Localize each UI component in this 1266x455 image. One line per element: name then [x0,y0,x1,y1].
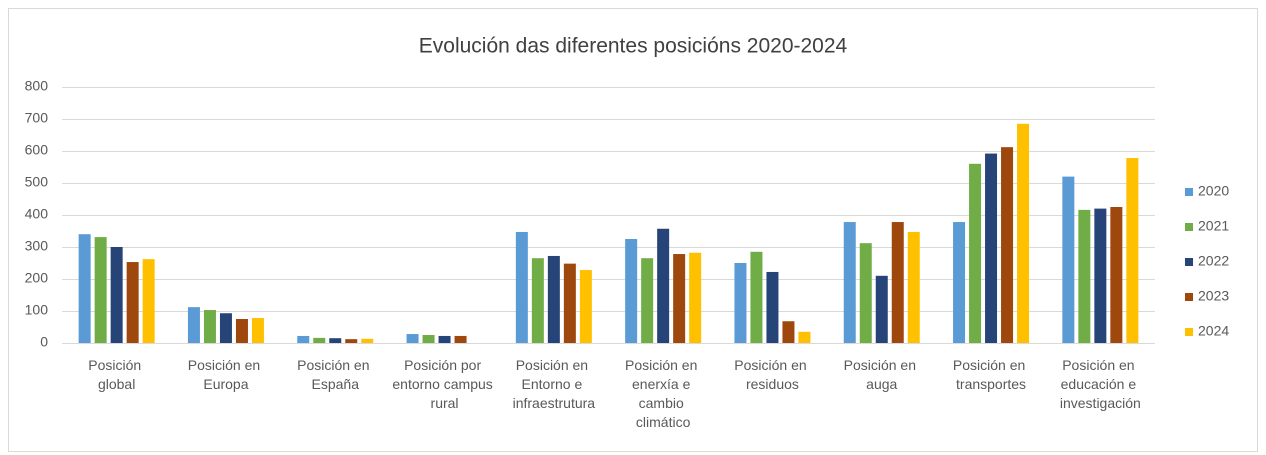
bar [438,335,451,343]
legend-swatch [1185,188,1193,196]
legend-label: 2021 [1198,218,1229,234]
bar [657,228,670,343]
chart-title: Evolución das diferentes posicións 2020-… [419,35,848,58]
legend-swatch [1185,223,1193,231]
x-tick-label: Posición en Europa [188,357,264,392]
bar [734,263,747,343]
bar [891,222,904,343]
bar [531,258,544,343]
bar [689,252,702,343]
y-tick-label: 100 [25,302,49,318]
legend-label: 2023 [1198,288,1229,304]
bar [875,275,888,343]
bar [798,331,811,343]
bar [907,231,920,343]
bar [422,335,435,343]
bar [563,263,576,343]
bar [406,334,419,343]
x-tick-label: Posición en auga [844,357,920,392]
bar [454,335,467,343]
y-tick-label: 0 [40,334,48,350]
x-tick-label: Posición por entorno campus rural [392,357,496,411]
x-tick-label: Posición en Entorno e infraestrutura [513,357,596,411]
legend-swatch [1185,328,1193,336]
x-tick-label: Posición global [88,357,145,392]
legend-label: 2020 [1198,183,1229,199]
x-tick-label: Posición en transportes [953,357,1029,392]
bar [515,231,528,343]
bar [329,338,342,343]
bar [1126,158,1139,343]
bar [641,258,654,343]
legend-label: 2022 [1198,253,1229,269]
bar [1062,176,1075,343]
bar [361,338,374,343]
bar [625,239,638,343]
bar [1001,147,1014,343]
bar [187,307,200,343]
x-tick-label: Posición en enerxía e cambio climático [625,357,701,430]
bar [142,259,155,343]
bar [78,234,91,343]
bar [969,163,982,343]
bar [953,222,966,343]
chart-frame [8,8,1258,452]
x-tick-label: Posición en España [297,357,373,392]
bar [1110,207,1123,343]
bar [110,247,123,343]
bar [547,255,560,343]
bar [673,254,686,343]
bar [1094,208,1107,343]
bar [126,262,139,343]
bar [1017,123,1030,343]
bar [766,271,779,343]
y-tick-label: 800 [25,78,49,94]
y-tick-label: 400 [25,206,49,222]
bar [579,270,592,343]
bar [750,251,763,343]
bar [203,310,216,343]
legend-label: 2024 [1198,323,1229,339]
y-tick-label: 200 [25,270,49,286]
bar [219,313,232,343]
x-tick-label: Posición en residuos [734,357,810,392]
y-tick-label: 700 [25,110,49,126]
legend-swatch [1185,258,1193,266]
y-tick-label: 300 [25,238,49,254]
y-tick-label: 500 [25,174,49,190]
bar [1078,209,1091,343]
y-tick-label: 600 [25,142,49,158]
bar [859,243,872,343]
bar [297,335,310,343]
bar [985,153,998,343]
bar [251,318,264,343]
legend-swatch [1185,293,1193,301]
bar [313,337,326,343]
bar [843,222,856,343]
bar [345,339,358,343]
bar [235,319,248,343]
bar [94,237,107,343]
bar [782,321,795,343]
x-tick-label: Posición en educación e investigación [1060,357,1141,411]
